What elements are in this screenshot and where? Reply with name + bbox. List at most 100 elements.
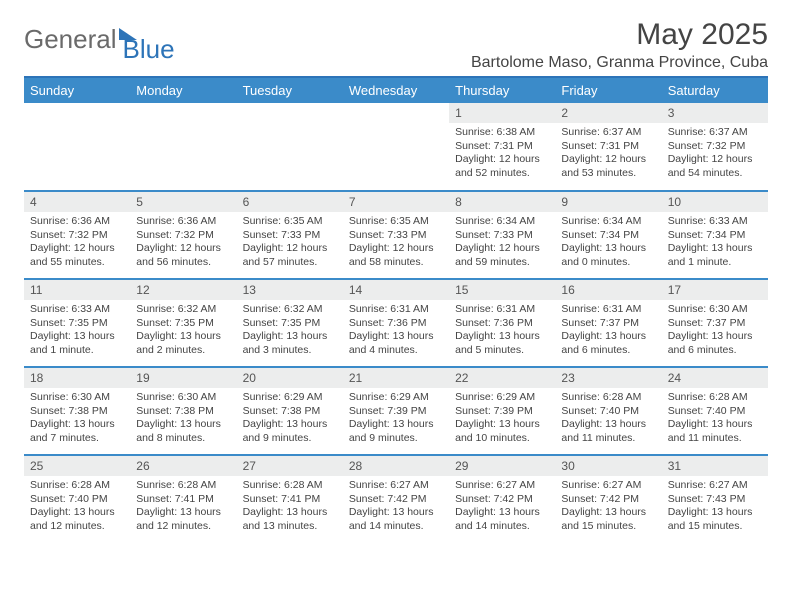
- day-number: 4: [24, 192, 130, 212]
- daylight-line1: Daylight: 13 hours: [243, 506, 337, 520]
- day-info: Sunrise: 6:29 AMSunset: 7:38 PMDaylight:…: [237, 388, 343, 450]
- daylight-line2: and 3 minutes.: [243, 344, 337, 358]
- calendar-cell: 30Sunrise: 6:27 AMSunset: 7:42 PMDayligh…: [555, 455, 661, 543]
- day-info: Sunrise: 6:31 AMSunset: 7:36 PMDaylight:…: [343, 300, 449, 362]
- sunrise-text: Sunrise: 6:32 AM: [136, 303, 230, 317]
- day-header: Wednesday: [343, 78, 449, 103]
- daylight-line1: Daylight: 13 hours: [243, 330, 337, 344]
- calendar-cell: 18Sunrise: 6:30 AMSunset: 7:38 PMDayligh…: [24, 367, 130, 455]
- daylight-line1: Daylight: 13 hours: [136, 330, 230, 344]
- daylight-line2: and 6 minutes.: [668, 344, 762, 358]
- calendar-table: Sunday Monday Tuesday Wednesday Thursday…: [24, 78, 768, 543]
- day-info: Sunrise: 6:36 AMSunset: 7:32 PMDaylight:…: [130, 212, 236, 274]
- day-info: Sunrise: 6:28 AMSunset: 7:40 PMDaylight:…: [662, 388, 768, 450]
- daylight-line1: Daylight: 13 hours: [136, 506, 230, 520]
- sunset-text: Sunset: 7:32 PM: [668, 140, 762, 154]
- calendar-cell: 29Sunrise: 6:27 AMSunset: 7:42 PMDayligh…: [449, 455, 555, 543]
- daylight-line1: Daylight: 13 hours: [668, 418, 762, 432]
- day-info: Sunrise: 6:28 AMSunset: 7:41 PMDaylight:…: [130, 476, 236, 538]
- daylight-line1: Daylight: 13 hours: [136, 418, 230, 432]
- day-info: Sunrise: 6:29 AMSunset: 7:39 PMDaylight:…: [343, 388, 449, 450]
- sunset-text: Sunset: 7:31 PM: [561, 140, 655, 154]
- calendar-cell: 28Sunrise: 6:27 AMSunset: 7:42 PMDayligh…: [343, 455, 449, 543]
- daylight-line1: Daylight: 13 hours: [30, 418, 124, 432]
- daylight-line1: Daylight: 13 hours: [668, 506, 762, 520]
- day-info: Sunrise: 6:32 AMSunset: 7:35 PMDaylight:…: [130, 300, 236, 362]
- daylight-line1: Daylight: 13 hours: [668, 330, 762, 344]
- sunset-text: Sunset: 7:40 PM: [668, 405, 762, 419]
- sunset-text: Sunset: 7:32 PM: [136, 229, 230, 243]
- sunrise-text: Sunrise: 6:27 AM: [349, 479, 443, 493]
- sunset-text: Sunset: 7:42 PM: [561, 493, 655, 507]
- calendar-week-row: 1Sunrise: 6:38 AMSunset: 7:31 PMDaylight…: [24, 103, 768, 191]
- sunrise-text: Sunrise: 6:27 AM: [561, 479, 655, 493]
- logo: General Blue: [24, 18, 175, 55]
- sunset-text: Sunset: 7:37 PM: [561, 317, 655, 331]
- daylight-line2: and 6 minutes.: [561, 344, 655, 358]
- daylight-line2: and 5 minutes.: [455, 344, 549, 358]
- day-number: 23: [555, 368, 661, 388]
- day-info: Sunrise: 6:28 AMSunset: 7:40 PMDaylight:…: [555, 388, 661, 450]
- sunrise-text: Sunrise: 6:33 AM: [668, 215, 762, 229]
- day-number: 6: [237, 192, 343, 212]
- sunset-text: Sunset: 7:32 PM: [30, 229, 124, 243]
- daylight-line1: Daylight: 13 hours: [561, 242, 655, 256]
- day-header: Monday: [130, 78, 236, 103]
- logo-text-2: Blue: [123, 34, 175, 65]
- day-info: Sunrise: 6:29 AMSunset: 7:39 PMDaylight:…: [449, 388, 555, 450]
- sunrise-text: Sunrise: 6:29 AM: [349, 391, 443, 405]
- day-info: Sunrise: 6:35 AMSunset: 7:33 PMDaylight:…: [237, 212, 343, 274]
- daylight-line2: and 7 minutes.: [30, 432, 124, 446]
- calendar-cell: 16Sunrise: 6:31 AMSunset: 7:37 PMDayligh…: [555, 279, 661, 367]
- day-info: Sunrise: 6:30 AMSunset: 7:38 PMDaylight:…: [24, 388, 130, 450]
- day-info: Sunrise: 6:38 AMSunset: 7:31 PMDaylight:…: [449, 123, 555, 185]
- day-number: 30: [555, 456, 661, 476]
- calendar-cell: 7Sunrise: 6:35 AMSunset: 7:33 PMDaylight…: [343, 191, 449, 279]
- day-info: Sunrise: 6:27 AMSunset: 7:43 PMDaylight:…: [662, 476, 768, 538]
- day-info: Sunrise: 6:36 AMSunset: 7:32 PMDaylight:…: [24, 212, 130, 274]
- day-info: Sunrise: 6:33 AMSunset: 7:35 PMDaylight:…: [24, 300, 130, 362]
- daylight-line2: and 57 minutes.: [243, 256, 337, 270]
- calendar-cell: 31Sunrise: 6:27 AMSunset: 7:43 PMDayligh…: [662, 455, 768, 543]
- daylight-line1: Daylight: 12 hours: [668, 153, 762, 167]
- daylight-line1: Daylight: 12 hours: [136, 242, 230, 256]
- sunrise-text: Sunrise: 6:27 AM: [455, 479, 549, 493]
- day-info: Sunrise: 6:31 AMSunset: 7:37 PMDaylight:…: [555, 300, 661, 362]
- day-info: Sunrise: 6:27 AMSunset: 7:42 PMDaylight:…: [449, 476, 555, 538]
- calendar-cell: 19Sunrise: 6:30 AMSunset: 7:38 PMDayligh…: [130, 367, 236, 455]
- daylight-line2: and 1 minute.: [668, 256, 762, 270]
- day-number: 29: [449, 456, 555, 476]
- calendar-cell: [237, 103, 343, 191]
- daylight-line1: Daylight: 13 hours: [349, 330, 443, 344]
- sunrise-text: Sunrise: 6:38 AM: [455, 126, 549, 140]
- logo-text-1: General: [24, 24, 117, 55]
- daylight-line2: and 15 minutes.: [668, 520, 762, 534]
- sunrise-text: Sunrise: 6:28 AM: [243, 479, 337, 493]
- day-number: [24, 103, 130, 109]
- calendar-cell: 10Sunrise: 6:33 AMSunset: 7:34 PMDayligh…: [662, 191, 768, 279]
- day-number: 8: [449, 192, 555, 212]
- daylight-line2: and 9 minutes.: [243, 432, 337, 446]
- sunrise-text: Sunrise: 6:35 AM: [349, 215, 443, 229]
- daylight-line2: and 14 minutes.: [455, 520, 549, 534]
- day-number: 14: [343, 280, 449, 300]
- daylight-line1: Daylight: 13 hours: [30, 330, 124, 344]
- sunrise-text: Sunrise: 6:35 AM: [243, 215, 337, 229]
- sunrise-text: Sunrise: 6:37 AM: [668, 126, 762, 140]
- calendar-cell: 5Sunrise: 6:36 AMSunset: 7:32 PMDaylight…: [130, 191, 236, 279]
- day-info: Sunrise: 6:34 AMSunset: 7:33 PMDaylight:…: [449, 212, 555, 274]
- day-number: 11: [24, 280, 130, 300]
- sunset-text: Sunset: 7:35 PM: [243, 317, 337, 331]
- sunset-text: Sunset: 7:40 PM: [561, 405, 655, 419]
- day-number: 2: [555, 103, 661, 123]
- daylight-line2: and 12 minutes.: [136, 520, 230, 534]
- daylight-line1: Daylight: 13 hours: [455, 418, 549, 432]
- sunrise-text: Sunrise: 6:36 AM: [136, 215, 230, 229]
- day-number: 15: [449, 280, 555, 300]
- sunrise-text: Sunrise: 6:31 AM: [561, 303, 655, 317]
- daylight-line2: and 13 minutes.: [243, 520, 337, 534]
- sunset-text: Sunset: 7:34 PM: [668, 229, 762, 243]
- daylight-line2: and 14 minutes.: [349, 520, 443, 534]
- day-info: Sunrise: 6:27 AMSunset: 7:42 PMDaylight:…: [343, 476, 449, 538]
- sunset-text: Sunset: 7:36 PM: [455, 317, 549, 331]
